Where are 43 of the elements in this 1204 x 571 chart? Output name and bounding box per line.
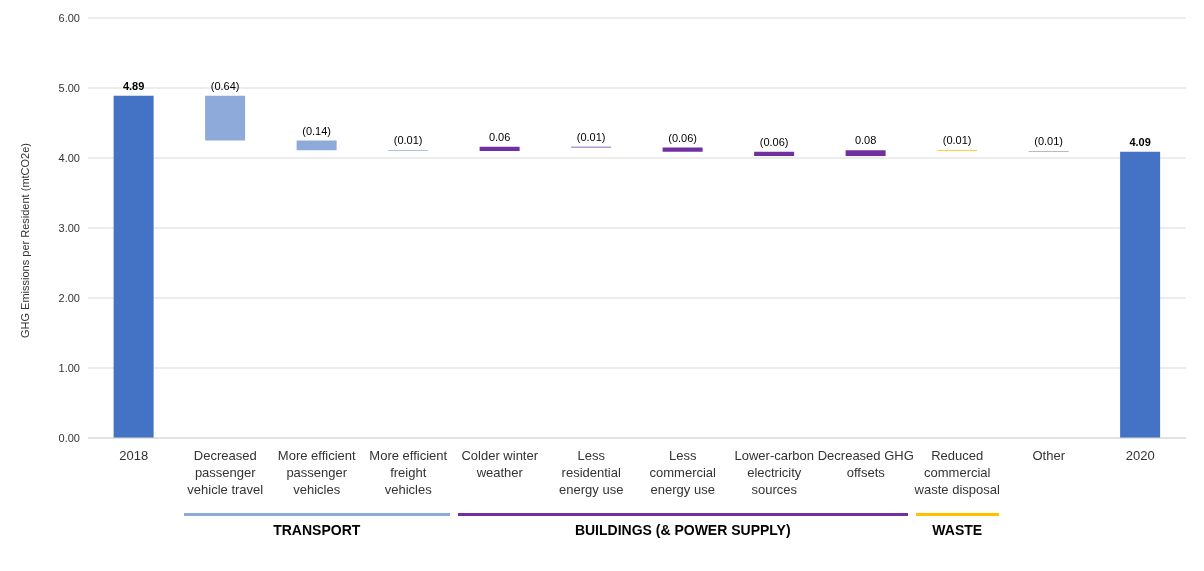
x-tick-label: Colder winter weather (461, 448, 539, 480)
bar (205, 95, 246, 141)
y-tick-label: 0.00 (58, 431, 80, 444)
x-tick-label: More efficient freight vehicles (369, 448, 448, 497)
text: TRANSPORT (272, 522, 362, 538)
data-label: (0.64) (210, 79, 240, 92)
data-label: (0.01) (576, 130, 606, 143)
bar (479, 146, 520, 151)
bar (845, 150, 886, 156)
x-tick-label: Other (1032, 448, 1066, 463)
data-label: (0.01) (1034, 135, 1063, 147)
data-label: 0.08 (854, 134, 877, 147)
data-label: (0.06) (668, 131, 697, 144)
x-tick-label: Reduced commercial waste disposal (913, 448, 1000, 497)
bar (1120, 151, 1161, 438)
text: WASTE (931, 522, 984, 538)
x-tick-label: Less residential energy use (559, 448, 624, 497)
y-tick-label: 6.00 (58, 11, 80, 24)
data-label: 0.06 (488, 130, 511, 143)
bar (296, 140, 337, 151)
y-tick-label: 4.00 (58, 151, 80, 164)
x-tick-label: 2018 (119, 448, 149, 463)
x-tick-label: Decreased GHG offsets (817, 448, 914, 480)
y-tick-label: 1.00 (58, 361, 80, 374)
data-label: (0.14) (302, 124, 331, 137)
data-label: (0.01) (942, 134, 972, 147)
bar (754, 151, 795, 156)
x-tick-label: Lower-carbon electricity sources (734, 448, 814, 497)
data-label: (0.06) (759, 135, 789, 148)
data-label: 4.09 (1129, 135, 1151, 148)
x-tick-label: Decreased passenger vehicle travel (187, 448, 264, 497)
bar (113, 95, 154, 438)
text: BUILDINGS (& POWER SUPPLY) (573, 522, 792, 538)
y-axis-title: GHG Emissions per Resident (mtCO2e) (18, 143, 31, 338)
bar (662, 147, 703, 152)
data-label: (0.01) (393, 134, 423, 147)
x-tick-label: More efficient passenger vehicles (277, 448, 357, 497)
x-tick-label: 2020 (1125, 448, 1155, 463)
y-tick-label: 3.00 (58, 221, 80, 234)
y-tick-label: 2.00 (58, 291, 80, 304)
y-tick-label: 5.00 (58, 81, 80, 94)
x-tick-label: Less commercial energy use (649, 448, 717, 497)
data-label: 4.89 (122, 79, 145, 92)
